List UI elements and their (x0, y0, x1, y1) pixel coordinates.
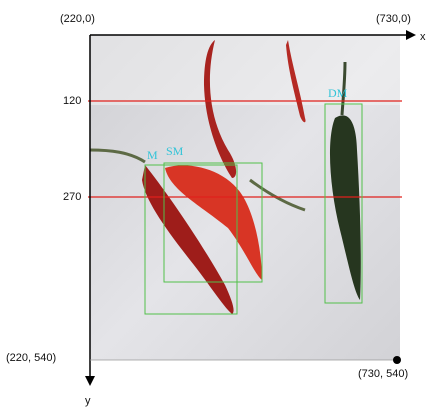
x-arrow (406, 30, 416, 40)
figure: M SM DM (220,0) (730,0) x y (220, 540) (… (0, 0, 432, 408)
y-arrow (85, 376, 95, 386)
corner-dot (393, 356, 401, 364)
axis-label: y (85, 395, 91, 407)
corner-label: (730, 540) (358, 368, 408, 380)
corner-label: (220, 540) (6, 352, 56, 364)
corner-label: (220,0) (60, 13, 95, 25)
corner-label: (730,0) (376, 13, 411, 25)
page: {"corners": {"top_left": "(220,0)", "top… (0, 0, 432, 408)
photo-highlight (90, 35, 400, 105)
box-label: SM (166, 144, 184, 158)
line-label: 270 (63, 191, 81, 203)
box-label: DM (328, 86, 348, 100)
box-label: M (147, 148, 158, 162)
line-label: 120 (63, 95, 81, 107)
axis-label: x (420, 31, 426, 43)
